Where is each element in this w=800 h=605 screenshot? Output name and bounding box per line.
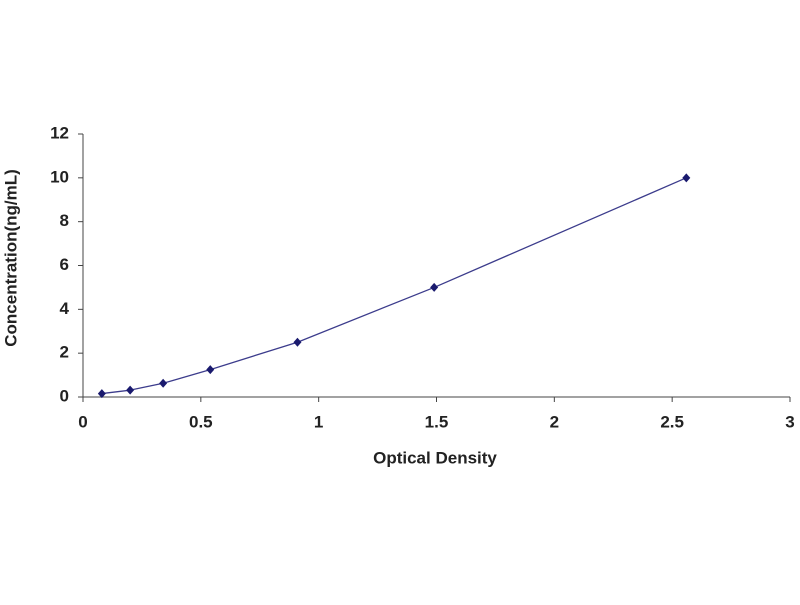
x-tick-label: 2.5 <box>660 412 684 431</box>
x-axis-title: Optical Density <box>373 448 497 467</box>
y-tick-label: 2 <box>60 343 69 362</box>
x-tick-label: 1.5 <box>425 412 449 431</box>
marker <box>126 385 135 395</box>
marker <box>97 389 106 399</box>
x-tick-label: 3 <box>785 412 794 431</box>
y-tick-label: 4 <box>60 299 70 318</box>
marker <box>682 173 691 183</box>
y-tick-label: 6 <box>60 255 69 274</box>
x-tick-label: 0.5 <box>189 412 213 431</box>
y-tick-label: 0 <box>60 386 69 405</box>
y-tick-label: 10 <box>50 167 69 186</box>
y-tick-label: 8 <box>60 211 69 230</box>
y-axis-title: Concentration(ng/mL) <box>1 169 20 347</box>
curve <box>101 177 687 395</box>
marker <box>159 378 168 388</box>
marker <box>293 337 302 347</box>
y-tick-label: 12 <box>50 123 69 142</box>
x-tick-label: 0 <box>78 412 87 431</box>
marker <box>206 365 215 375</box>
marker <box>430 282 439 292</box>
x-tick-label: 2 <box>550 412 559 431</box>
x-tick-label: 1 <box>314 412 323 431</box>
